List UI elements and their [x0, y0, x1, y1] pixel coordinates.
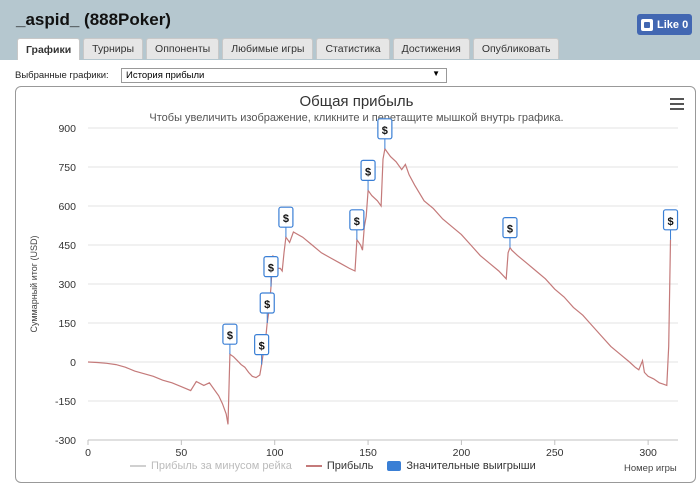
- significant-win-flag: [502, 217, 518, 239]
- y-tick-label: -300: [55, 435, 76, 447]
- legend-item-profit[interactable]: Прибыль: [305, 460, 374, 472]
- flag-dollar-icon: $: [382, 125, 388, 137]
- x-tick-label: 300: [639, 447, 657, 456]
- tab-charts[interactable]: Графики: [17, 38, 81, 60]
- y-tick-label: 150: [58, 318, 76, 330]
- profit-series-line: [87, 147, 672, 425]
- x-axis-title: Номер игры: [624, 463, 677, 474]
- dropdown-arrow-icon: ▼: [432, 69, 440, 78]
- chart-selector[interactable]: История прибыли ▼: [121, 68, 447, 83]
- significant-win-flag: [263, 256, 279, 278]
- page-header: _aspid_ (888Poker) Like 0 Графики Турнир…: [0, 0, 700, 60]
- significant-win-flag: [222, 323, 238, 345]
- chart-menu-icon[interactable]: [670, 98, 684, 110]
- flag-dollar-icon: $: [365, 166, 371, 178]
- y-tick-label: 900: [58, 123, 76, 135]
- y-tick-label: 600: [58, 201, 76, 213]
- flag-dollar-icon: $: [259, 341, 265, 353]
- x-tick-label: 0: [85, 447, 91, 456]
- significant-win-flag: [360, 159, 376, 182]
- flag-dollar-icon: $: [283, 213, 289, 225]
- tab-bar: Графики Турниры Оппоненты Любимые игры С…: [17, 38, 560, 60]
- x-tick-label: 200: [453, 447, 471, 456]
- y-axis-title: Суммарный итог (USD): [29, 235, 39, 332]
- significant-win-flag: [259, 292, 275, 314]
- chart-subtitle: Чтобы увеличить изображение, кликните и …: [149, 112, 564, 124]
- significant-win-flag: [254, 334, 270, 356]
- significant-win-flag: [377, 118, 393, 140]
- tab-publish[interactable]: Опубликовать: [472, 38, 560, 59]
- chart-selector-label: Выбранные графики:: [15, 70, 109, 81]
- y-tick-label: 450: [58, 240, 76, 252]
- tab-achievements[interactable]: Достижения: [392, 38, 470, 59]
- tab-statistics[interactable]: Статистика: [316, 38, 390, 59]
- legend-label: Прибыль: [326, 460, 374, 472]
- flag-dollar-icon: $: [264, 299, 270, 311]
- significant-win-flag: [662, 209, 679, 231]
- facebook-like-button[interactable]: Like 0: [637, 14, 692, 35]
- flag-dollar-icon: $: [667, 216, 673, 228]
- legend-label: Прибыль за минусом рейка: [151, 460, 292, 472]
- thumbs-up-icon: [641, 18, 653, 31]
- legend-item-significant-wins[interactable]: Значительные выигрыши: [387, 460, 536, 472]
- tab-favorite-games[interactable]: Любимые игры: [222, 38, 314, 59]
- y-tick-label: 750: [58, 162, 76, 174]
- like-label: Like 0: [657, 18, 689, 31]
- legend-box-icon: [387, 461, 402, 471]
- flag-dollar-icon: $: [227, 330, 233, 342]
- page-title: _aspid_ (888Poker): [16, 10, 171, 29]
- x-tick-label: 50: [176, 447, 188, 456]
- legend-item-net-profit[interactable]: Прибыль за минусом рейка: [130, 460, 292, 472]
- legend-line-icon: [305, 465, 322, 467]
- chart-legend: Прибыль за минусом рейка Прибыль Значите…: [130, 460, 536, 472]
- flag-dollar-icon: $: [354, 216, 360, 228]
- legend-line-icon: [130, 465, 146, 467]
- x-tick-label: 100: [266, 447, 284, 456]
- flag-dollar-icon: $: [268, 263, 274, 275]
- significant-win-flag: [278, 206, 294, 228]
- tab-opponents[interactable]: Оппоненты: [146, 38, 220, 59]
- y-tick-label: -150: [55, 396, 76, 408]
- tab-tournaments[interactable]: Турниры: [83, 38, 144, 59]
- y-tick-label: 300: [58, 279, 76, 291]
- chart-title: Общая прибыль: [299, 93, 414, 110]
- flag-dollar-icon: $: [507, 224, 513, 236]
- x-tick-label: 150: [359, 447, 377, 456]
- chart-selector-value: История прибыли: [126, 70, 205, 81]
- y-tick-label: 0: [70, 357, 76, 369]
- x-tick-label: 250: [546, 447, 564, 456]
- profit-chart[interactable]: -300 -150 0 150 300 450 600 750 900 0 50 100 150 200 2…: [0, 86, 700, 456]
- legend-label: Значительные выигрыши: [406, 460, 536, 472]
- significant-win-flag: [349, 209, 365, 231]
